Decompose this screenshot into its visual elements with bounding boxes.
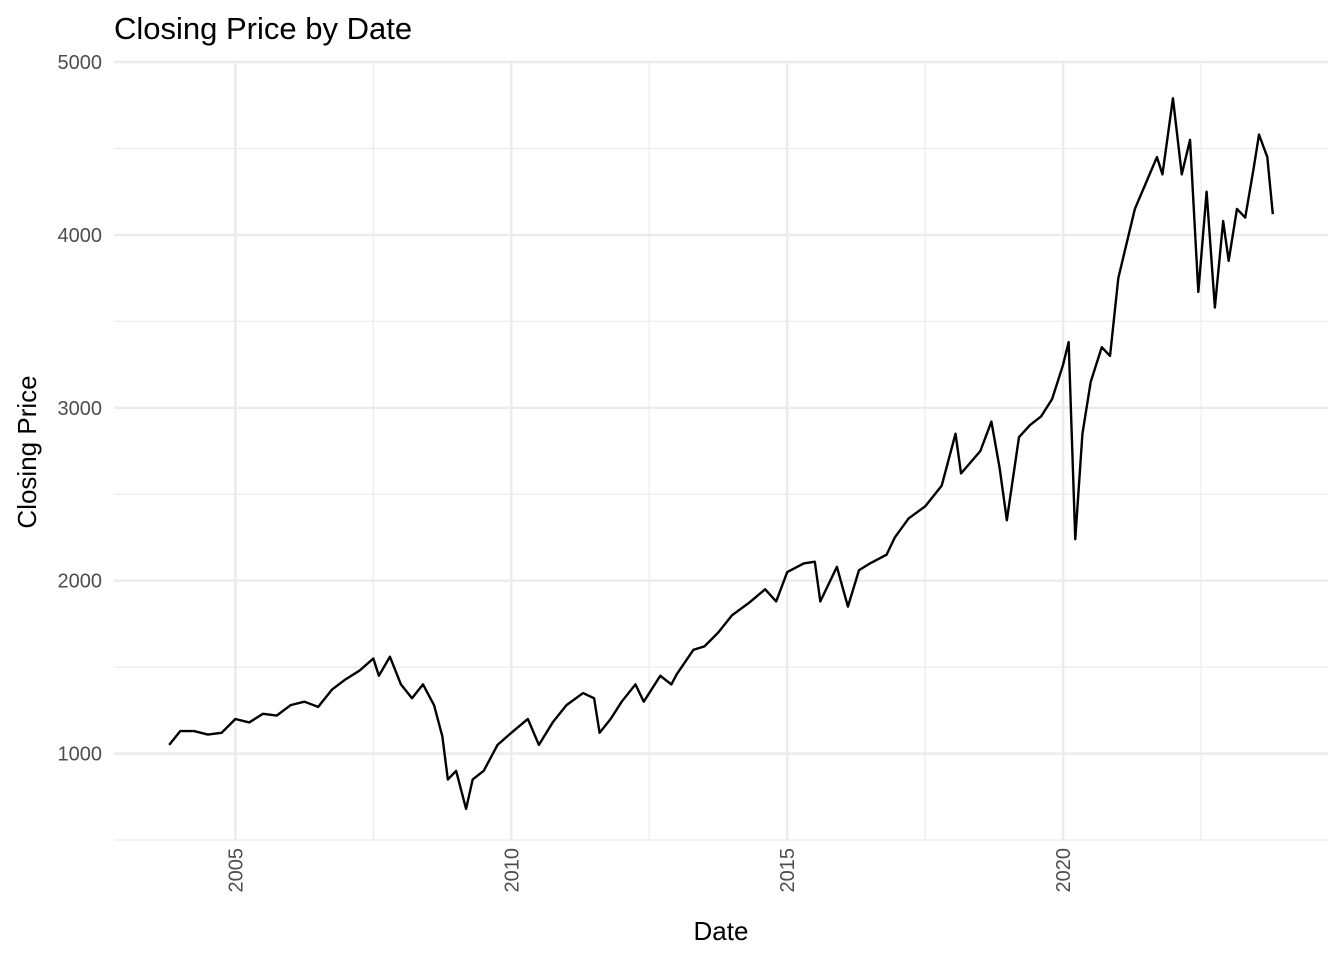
y-tick-label: 3000 (58, 398, 103, 420)
chart-title: Closing Price by Date (114, 11, 412, 46)
y-tick-label: 5000 (58, 52, 103, 74)
x-tick-label: 2010 (501, 848, 523, 893)
y-tick-label: 1000 (58, 744, 103, 766)
y-tick-label: 4000 (58, 225, 103, 247)
x-tick-label: 2015 (777, 848, 799, 893)
x-tick-label: 2020 (1053, 848, 1075, 893)
y-tick-label: 2000 (58, 571, 103, 593)
y-axis-label: Closing Price (12, 375, 42, 528)
x-axis-label: Date (694, 916, 749, 946)
price-line (168, 97, 1275, 811)
x-tick-label: 2005 (225, 848, 247, 893)
